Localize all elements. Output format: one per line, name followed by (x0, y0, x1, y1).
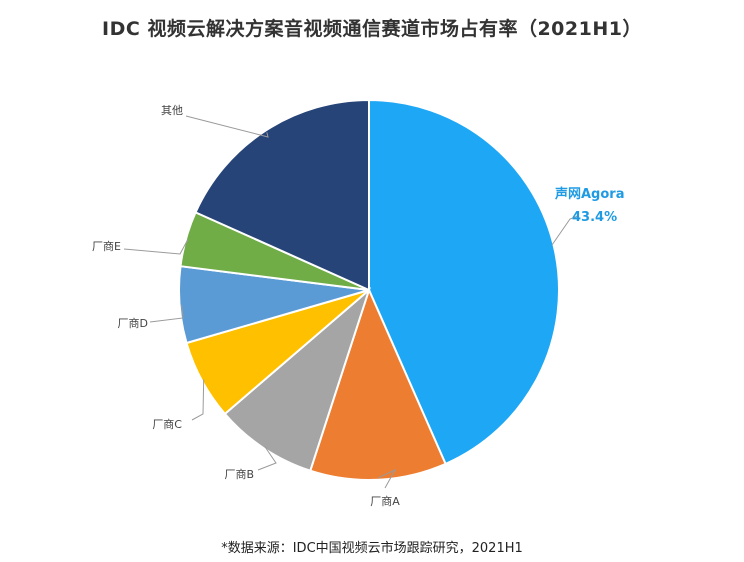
slice-label: 厂商D (118, 316, 148, 330)
pie-slice (194, 98, 370, 292)
chart-source-note: *数据来源：IDC中国视频云市场跟踪研究，2021H1 (221, 541, 523, 556)
leader-line (123, 239, 189, 255)
leader-line (378, 468, 397, 489)
slice-label: 其他 (161, 104, 183, 117)
slice-label: 厂商C (152, 417, 182, 431)
pie-slice (368, 98, 560, 466)
leader-line (191, 379, 205, 421)
slice-label: 厂商B (224, 467, 254, 481)
pie-slice (223, 286, 372, 472)
pie-slice (309, 287, 447, 481)
leader-line (257, 446, 277, 471)
chart-title: IDC 视频云解决方案音视频通信赛道市场占有率（2021H1） (102, 18, 642, 40)
leader-line (551, 215, 579, 246)
leader-line (185, 115, 269, 138)
slice-value-label: 43.4% (572, 210, 617, 225)
slice-label: 厂商A (370, 494, 400, 508)
slice-label: 声网Agora (554, 186, 624, 202)
leader-line (149, 304, 184, 323)
slice-label: 厂商E (92, 239, 121, 253)
